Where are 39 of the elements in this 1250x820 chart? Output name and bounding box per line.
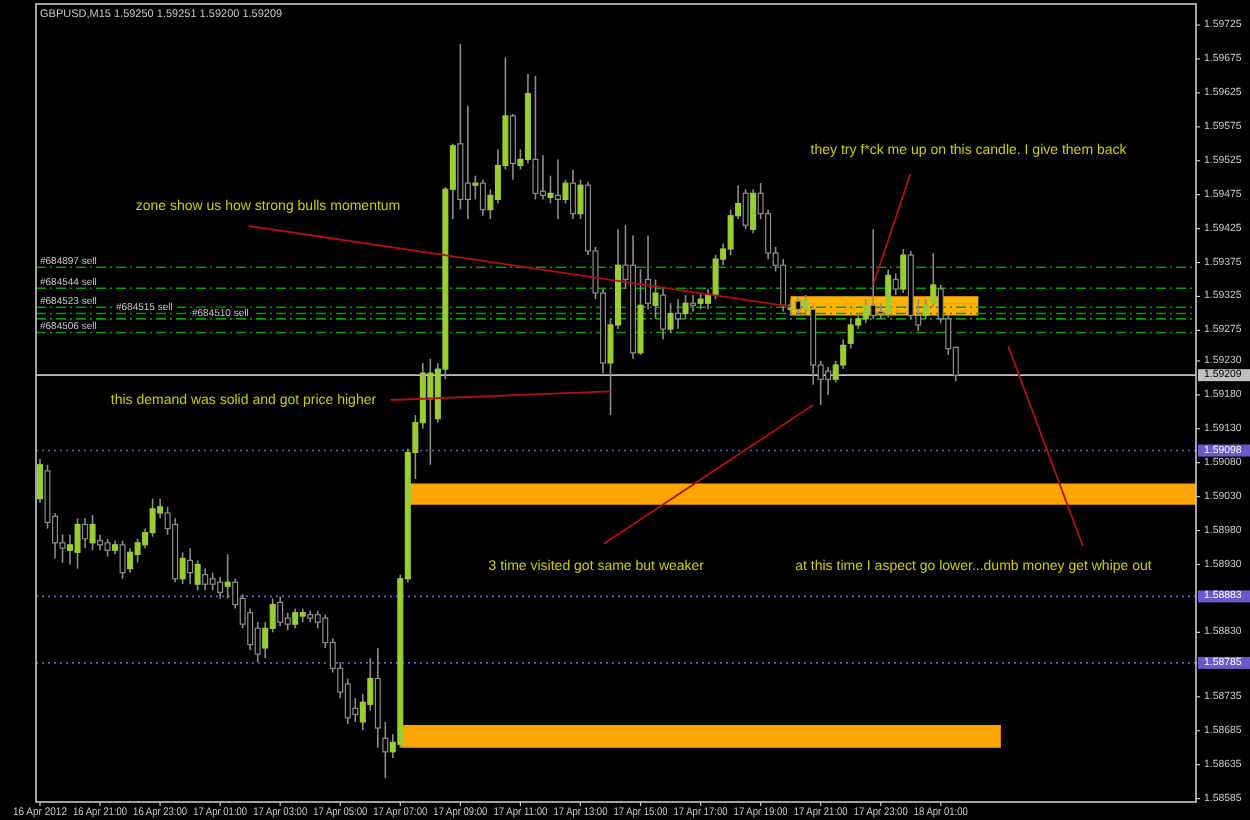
candlestick [509,113,516,181]
candlestick [554,158,561,220]
candlestick [847,318,854,350]
candlestick [194,559,201,592]
candlestick [187,547,194,585]
candlestick [479,178,486,217]
candlestick [675,298,682,330]
candlestick [690,294,697,313]
candlestick [149,497,156,538]
candlestick [645,234,652,311]
candlestick [427,358,434,466]
candlestick [870,228,877,320]
candlestick [127,547,134,574]
candlestick [202,567,209,592]
candlestick [224,553,231,600]
candlestick [667,302,674,334]
candlestick [532,75,539,201]
candlestick [539,154,546,201]
candlestick [892,272,899,296]
candlestick [742,188,749,231]
candlestick [292,607,299,630]
candlestick [134,537,141,564]
candlestick [277,595,284,628]
candlestick [750,188,757,235]
candlestick [569,168,576,220]
candlestick [795,296,802,317]
candlestick [89,514,96,552]
candlestick [825,366,832,396]
candlestick [877,302,884,320]
candlestick [464,104,471,220]
candlestick [82,517,89,550]
candlestick [119,539,126,580]
candlestick [780,258,787,313]
candlestick [682,294,689,320]
candlestick [217,575,224,600]
candlestick [660,288,667,341]
candlestick [885,268,892,319]
candlestick [705,288,712,311]
candlestick [74,517,81,570]
